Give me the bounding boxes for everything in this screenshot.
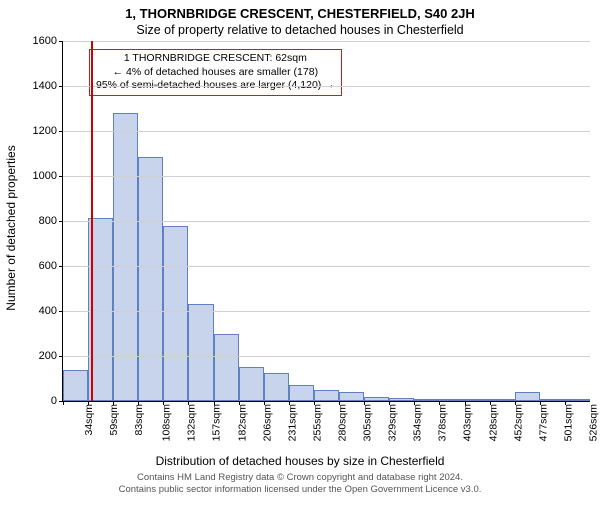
x-tick-label: 255sqm	[312, 404, 324, 441]
x-tick	[465, 401, 466, 405]
y-tick	[59, 131, 63, 132]
grid-line	[63, 86, 590, 87]
y-tick	[59, 41, 63, 42]
histogram-bar	[565, 399, 590, 401]
x-tick	[63, 401, 64, 405]
histogram-bar	[490, 399, 515, 401]
histogram-bar	[314, 390, 339, 401]
x-tick	[88, 401, 89, 405]
x-tick-label: 305sqm	[362, 404, 374, 441]
grid-line	[63, 266, 590, 267]
x-tick	[163, 401, 164, 405]
x-tick-label: 378sqm	[437, 404, 449, 441]
y-tick-label: 600	[39, 260, 57, 272]
x-tick-label: 157sqm	[211, 404, 223, 441]
x-tick-label: 452sqm	[512, 404, 524, 441]
x-tick-label: 354sqm	[412, 404, 424, 441]
x-tick	[490, 401, 491, 405]
x-tick-label: 83sqm	[133, 404, 145, 436]
info-line-1: 1 THORNBRIDGE CRESCENT: 62sqm	[96, 52, 335, 66]
grid-line	[63, 131, 590, 132]
property-marker-line	[91, 41, 93, 401]
histogram-bar	[515, 392, 540, 401]
histogram-bar	[540, 399, 565, 401]
x-tick	[214, 401, 215, 405]
x-tick	[364, 401, 365, 405]
histogram-bar	[339, 392, 364, 401]
y-tick	[59, 356, 63, 357]
x-axis-label: Distribution of detached houses by size …	[0, 454, 600, 468]
y-tick	[59, 221, 63, 222]
x-tick	[540, 401, 541, 405]
histogram-bar	[113, 113, 138, 401]
x-tick	[188, 401, 189, 405]
histogram-bar	[414, 399, 439, 401]
histogram-bar	[188, 304, 213, 401]
y-tick-label: 1600	[33, 35, 57, 47]
chart-title-line2: Size of property relative to detached ho…	[0, 23, 600, 37]
y-tick-label: 400	[39, 305, 57, 317]
x-tick	[515, 401, 516, 405]
y-tick	[59, 86, 63, 87]
x-tick	[314, 401, 315, 405]
x-tick-label: 108sqm	[161, 404, 173, 441]
x-tick	[439, 401, 440, 405]
x-tick	[138, 401, 139, 405]
x-tick-label: 501sqm	[562, 404, 574, 441]
histogram-bar	[214, 334, 239, 402]
y-tick-label: 1400	[33, 80, 57, 92]
attribution-text: Contains HM Land Registry data © Crown c…	[0, 472, 600, 496]
x-tick-label: 403sqm	[462, 404, 474, 441]
x-tick	[264, 401, 265, 405]
histogram-bar	[63, 370, 88, 402]
y-tick-label: 800	[39, 215, 57, 227]
grid-line	[63, 41, 590, 42]
histogram-bar	[389, 398, 414, 401]
x-tick-label: 428sqm	[487, 404, 499, 441]
x-tick	[389, 401, 390, 405]
y-axis-label: Number of detached properties	[4, 145, 18, 310]
x-tick	[339, 401, 340, 405]
grid-line	[63, 356, 590, 357]
x-tick-label: 59sqm	[108, 404, 120, 436]
histogram-bar	[264, 373, 289, 401]
histogram-bar	[138, 157, 163, 401]
grid-line	[63, 176, 590, 177]
x-tick-label: 182sqm	[236, 404, 248, 441]
info-line-2: ← 4% of detached houses are smaller (178…	[96, 66, 335, 80]
x-tick-label: 231sqm	[286, 404, 298, 441]
histogram-bar	[239, 367, 264, 401]
x-tick-label: 132sqm	[186, 404, 198, 441]
x-tick	[239, 401, 240, 405]
x-tick	[414, 401, 415, 405]
y-tick-label: 0	[51, 395, 57, 407]
y-tick	[59, 176, 63, 177]
histogram-bar	[289, 385, 314, 401]
x-tick-label: 526sqm	[588, 404, 600, 441]
y-tick-label: 1200	[33, 125, 57, 137]
y-tick-label: 1000	[33, 170, 57, 182]
attribution-line-1: Contains HM Land Registry data © Crown c…	[0, 472, 600, 484]
histogram-bar	[465, 399, 490, 401]
x-tick	[565, 401, 566, 405]
histogram-bar	[163, 226, 188, 402]
y-tick	[59, 266, 63, 267]
attribution-line-2: Contains public sector information licen…	[0, 484, 600, 496]
y-tick-label: 200	[39, 350, 57, 362]
chart-plot-area: Number of detached properties 1 THORNBRI…	[62, 41, 590, 402]
x-tick-label: 206sqm	[261, 404, 273, 441]
histogram-bar	[439, 399, 464, 401]
grid-line	[63, 221, 590, 222]
x-tick-label: 280sqm	[337, 404, 349, 441]
property-info-box: 1 THORNBRIDGE CRESCENT: 62sqm ← 4% of de…	[89, 49, 342, 96]
y-tick	[59, 311, 63, 312]
x-tick-label: 34sqm	[83, 404, 95, 436]
histogram-bar	[364, 397, 389, 401]
x-tick-label: 477sqm	[537, 404, 549, 441]
chart-title-line1: 1, THORNBRIDGE CRESCENT, CHESTERFIELD, S…	[0, 6, 600, 21]
x-tick	[113, 401, 114, 405]
x-tick	[289, 401, 290, 405]
grid-line	[63, 311, 590, 312]
x-tick-label: 329sqm	[387, 404, 399, 441]
